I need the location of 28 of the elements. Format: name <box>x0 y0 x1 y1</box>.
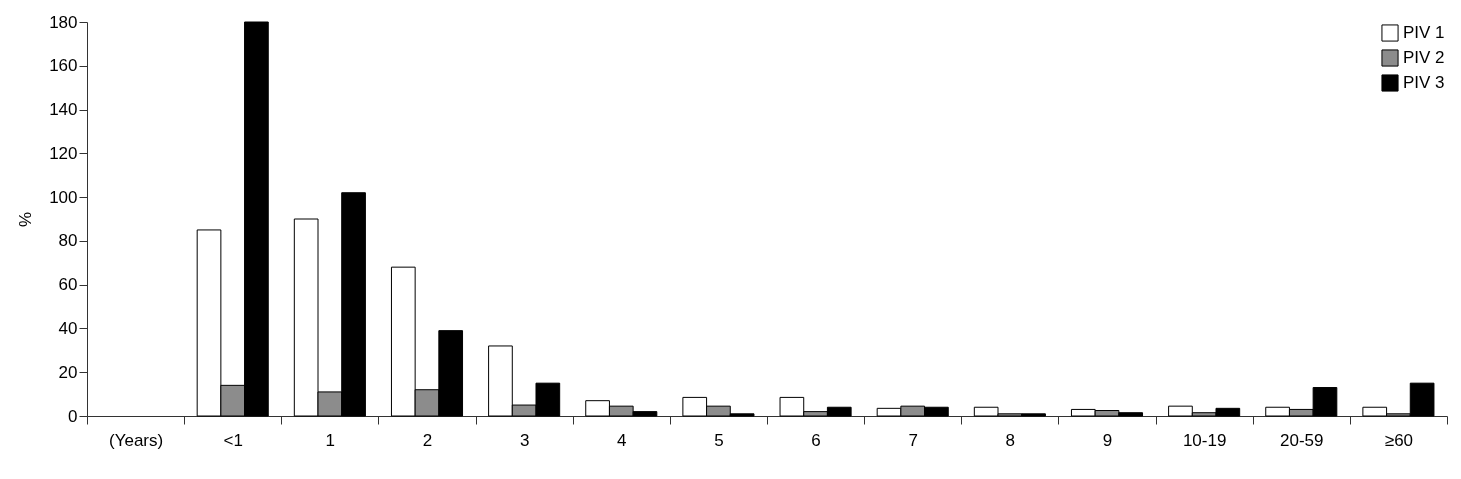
y-tick-label: 100 <box>49 187 78 207</box>
x-tick-label: 7 <box>908 430 918 450</box>
y-tick-label: 80 <box>58 231 78 251</box>
y-tick-label: 20 <box>58 362 78 382</box>
legend-label: PIV 2 <box>1403 48 1445 67</box>
x-tick-label: 6 <box>811 430 821 450</box>
x-tick-label: 10-19 <box>1182 430 1227 450</box>
x-tick-label: 2 <box>422 430 433 450</box>
x-tick-label: 20-59 <box>1280 430 1324 450</box>
x-tick-label: 9 <box>1102 430 1113 450</box>
y-tick-label: 160 <box>49 56 78 76</box>
y-tick-label: 40 <box>58 318 78 338</box>
x-tick-label: (Years) <box>108 430 164 450</box>
y-tick-label: 140 <box>49 100 78 120</box>
y-tick-label: 60 <box>58 275 78 295</box>
x-tick-label: 1 <box>325 430 336 450</box>
x-tick-label: ≥60 <box>1384 430 1414 450</box>
y-tick-label: 0 <box>68 406 78 426</box>
x-tick-label: 5 <box>714 430 724 450</box>
x-tick-label: 3 <box>519 430 530 450</box>
x-tick-label: <1 <box>223 430 243 450</box>
x-tick-label: 8 <box>1005 430 1016 450</box>
y-tick-label: 120 <box>49 143 78 163</box>
x-tick-label: 4 <box>617 430 627 450</box>
legend-label: PIV 3 <box>1403 73 1445 92</box>
legend-label: PIV 1 <box>1403 23 1445 42</box>
y-tick-label: 180 <box>49 12 78 32</box>
y-axis-title: % <box>16 211 36 228</box>
